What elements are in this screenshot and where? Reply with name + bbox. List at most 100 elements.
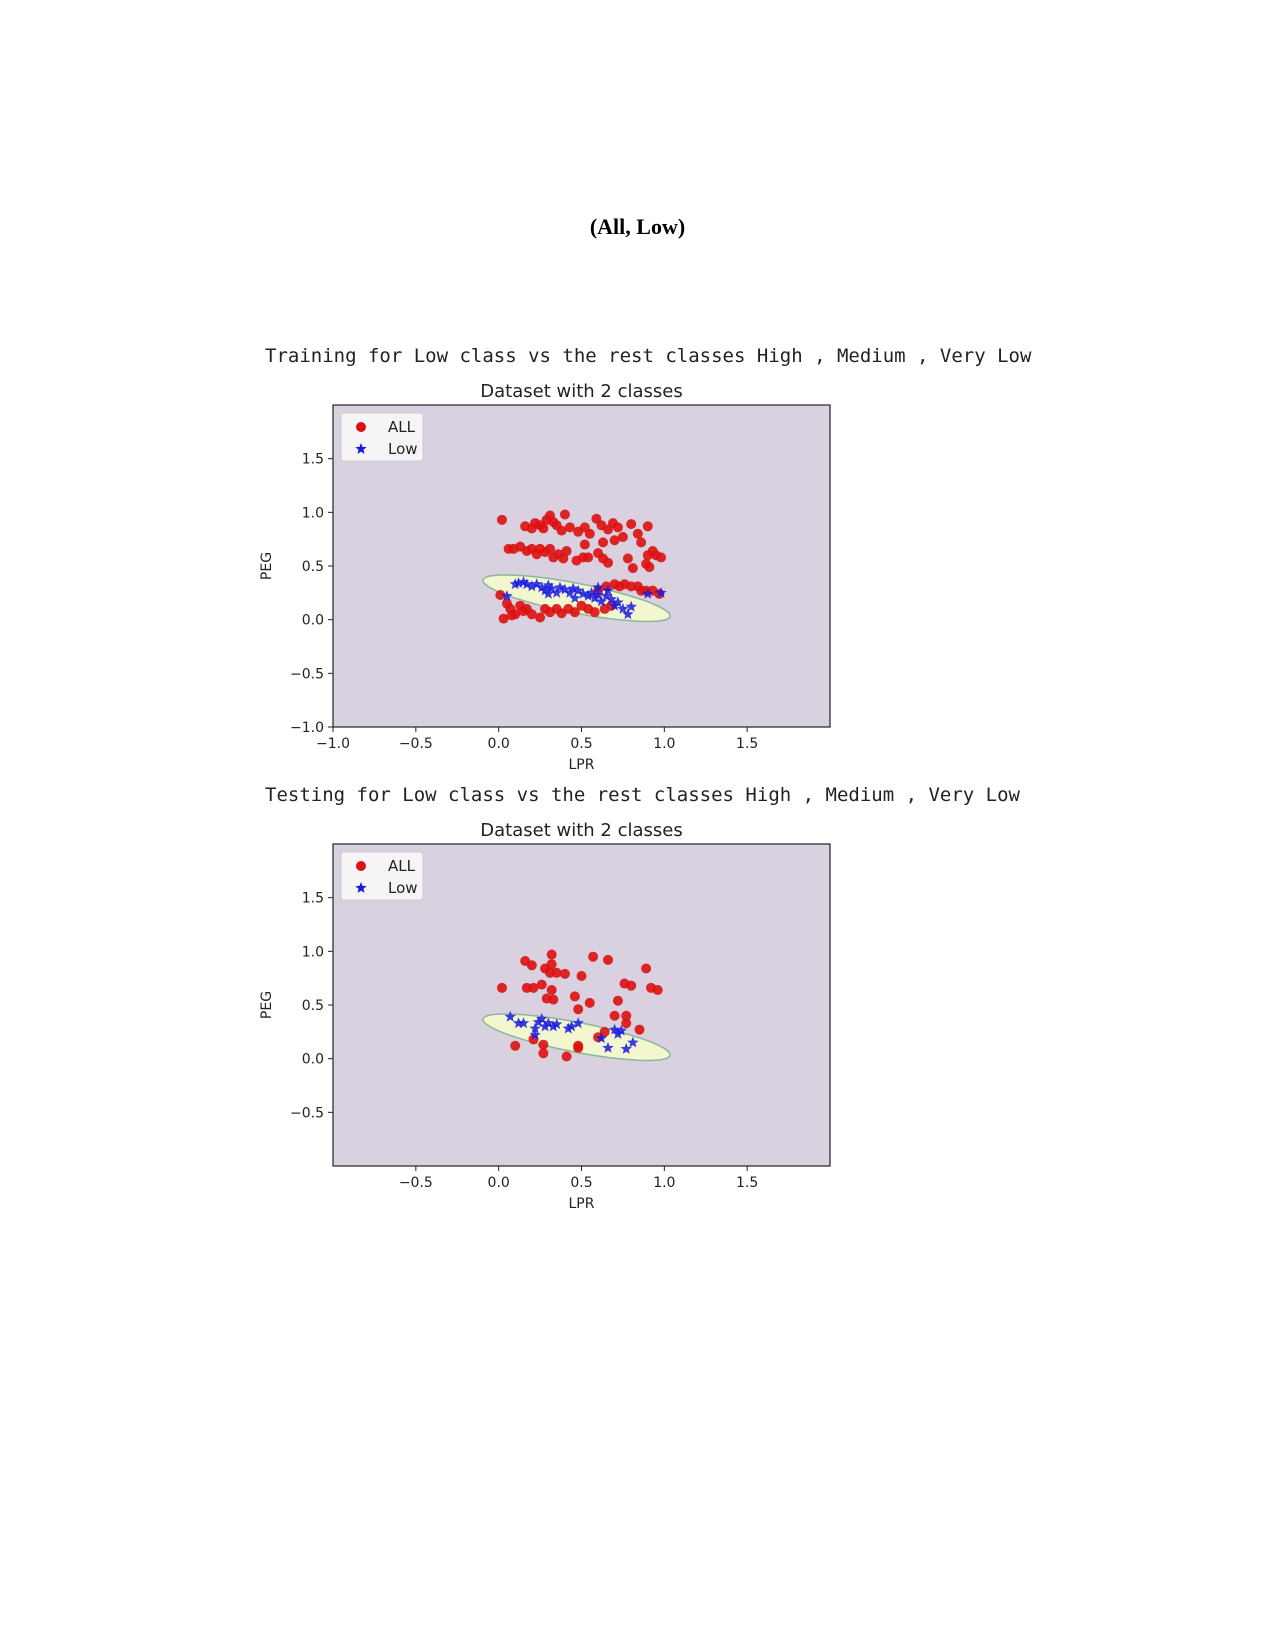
all-point	[510, 1040, 521, 1051]
low-point	[536, 1012, 548, 1024]
x-tick-label: 0.5	[570, 736, 592, 752]
x-tick-label: 0.0	[488, 1175, 510, 1191]
all-point	[551, 967, 562, 978]
training-caption: Training for Low class vs the rest class…	[265, 345, 1032, 367]
y-tick-label: 1.5	[302, 891, 324, 907]
low-point	[602, 584, 614, 596]
all-point	[496, 514, 507, 525]
all-point	[579, 539, 590, 550]
testing-caption: Testing for Low class vs the rest classe…	[265, 784, 1020, 806]
low-point	[542, 579, 555, 591]
legend: ALL Low	[340, 412, 424, 462]
low-point	[545, 582, 558, 594]
low-point	[585, 586, 598, 598]
low-point	[620, 1043, 632, 1054]
all-point	[584, 997, 595, 1008]
low-point	[501, 590, 513, 601]
all-point	[617, 532, 628, 543]
all-point	[599, 1026, 610, 1037]
all-point	[564, 522, 575, 533]
y-tick-label: 0.5	[302, 998, 324, 1014]
low-point	[612, 596, 624, 608]
all-point	[556, 525, 567, 536]
x-tick-label: 1.5	[736, 1175, 758, 1191]
low-point	[547, 1020, 560, 1032]
all-point	[609, 1010, 620, 1021]
low-point	[655, 586, 667, 598]
low-point	[554, 581, 566, 593]
all-point	[559, 968, 570, 979]
all-point	[634, 1024, 645, 1035]
all-point	[621, 1010, 632, 1021]
all-point	[506, 610, 517, 621]
low-point	[531, 578, 543, 590]
low-point	[504, 1010, 516, 1022]
all-point	[535, 612, 546, 623]
legend-low-marker	[355, 882, 367, 893]
all-point	[626, 519, 637, 530]
low-point	[572, 584, 584, 596]
all-point	[603, 954, 614, 965]
all-point	[538, 1048, 549, 1059]
all-point	[526, 960, 537, 971]
all-point	[626, 980, 637, 991]
all-point	[538, 1039, 549, 1050]
x-axis-label: LPR	[569, 1196, 595, 1212]
low-point	[559, 583, 571, 595]
all-point	[558, 553, 569, 564]
all-point	[546, 949, 557, 960]
low-point	[526, 580, 538, 592]
legend-all-marker	[356, 861, 366, 871]
legend-all-label: ALL	[388, 857, 416, 875]
page-title: (All, Low)	[589, 214, 686, 239]
low-point	[602, 1041, 614, 1053]
x-tick-label: −1.0	[316, 736, 350, 752]
all-point	[621, 1018, 632, 1029]
all-point	[559, 509, 570, 520]
low-point	[529, 1022, 541, 1034]
all-point	[498, 613, 509, 624]
low-point	[617, 602, 629, 614]
x-tick-label: 0.5	[570, 1175, 592, 1191]
low-point	[562, 1022, 574, 1034]
low-point	[517, 1017, 530, 1029]
y-tick-label: 0.0	[302, 613, 324, 629]
y-tick-label: 0.0	[302, 1052, 324, 1068]
all-point	[622, 553, 633, 564]
low-point	[539, 1020, 551, 1032]
all-point	[528, 982, 539, 993]
all-point	[641, 963, 652, 974]
chart-title: Dataset with 2 classes	[480, 820, 682, 841]
y-tick-label: −0.5	[290, 1105, 324, 1121]
testing-scatter-chart: Dataset with 2 classes −0.5 0.0 0.5 1.0 1.5 −0…	[259, 820, 831, 1212]
low-point	[595, 1032, 608, 1044]
low-point	[569, 592, 581, 604]
y-axis-label: PEG	[259, 991, 275, 1019]
all-point	[584, 528, 595, 539]
all-point	[573, 1042, 584, 1053]
all-point	[589, 607, 600, 618]
x-axis-label: LPR	[569, 757, 595, 773]
low-point	[612, 1027, 624, 1039]
legend-low-marker	[355, 443, 367, 454]
low-point	[589, 592, 601, 604]
low-point	[550, 586, 563, 598]
low-point	[517, 576, 530, 587]
y-tick-label: −1.0	[290, 720, 324, 736]
low-point	[600, 590, 613, 601]
low-point	[550, 1018, 563, 1030]
all-point	[627, 563, 638, 574]
low-point	[512, 1017, 525, 1029]
x-tick-label: 1.0	[653, 1175, 675, 1191]
all-point	[603, 557, 614, 568]
low-point	[608, 599, 621, 611]
low-point	[615, 1024, 627, 1036]
all-point	[652, 984, 663, 995]
y-tick-label: 1.0	[302, 944, 324, 960]
x-tick-label: 1.0	[653, 736, 675, 752]
all-point	[612, 522, 623, 533]
all-point	[632, 528, 643, 539]
all-point	[536, 979, 547, 990]
low-point	[622, 608, 634, 620]
all-point	[583, 552, 594, 563]
